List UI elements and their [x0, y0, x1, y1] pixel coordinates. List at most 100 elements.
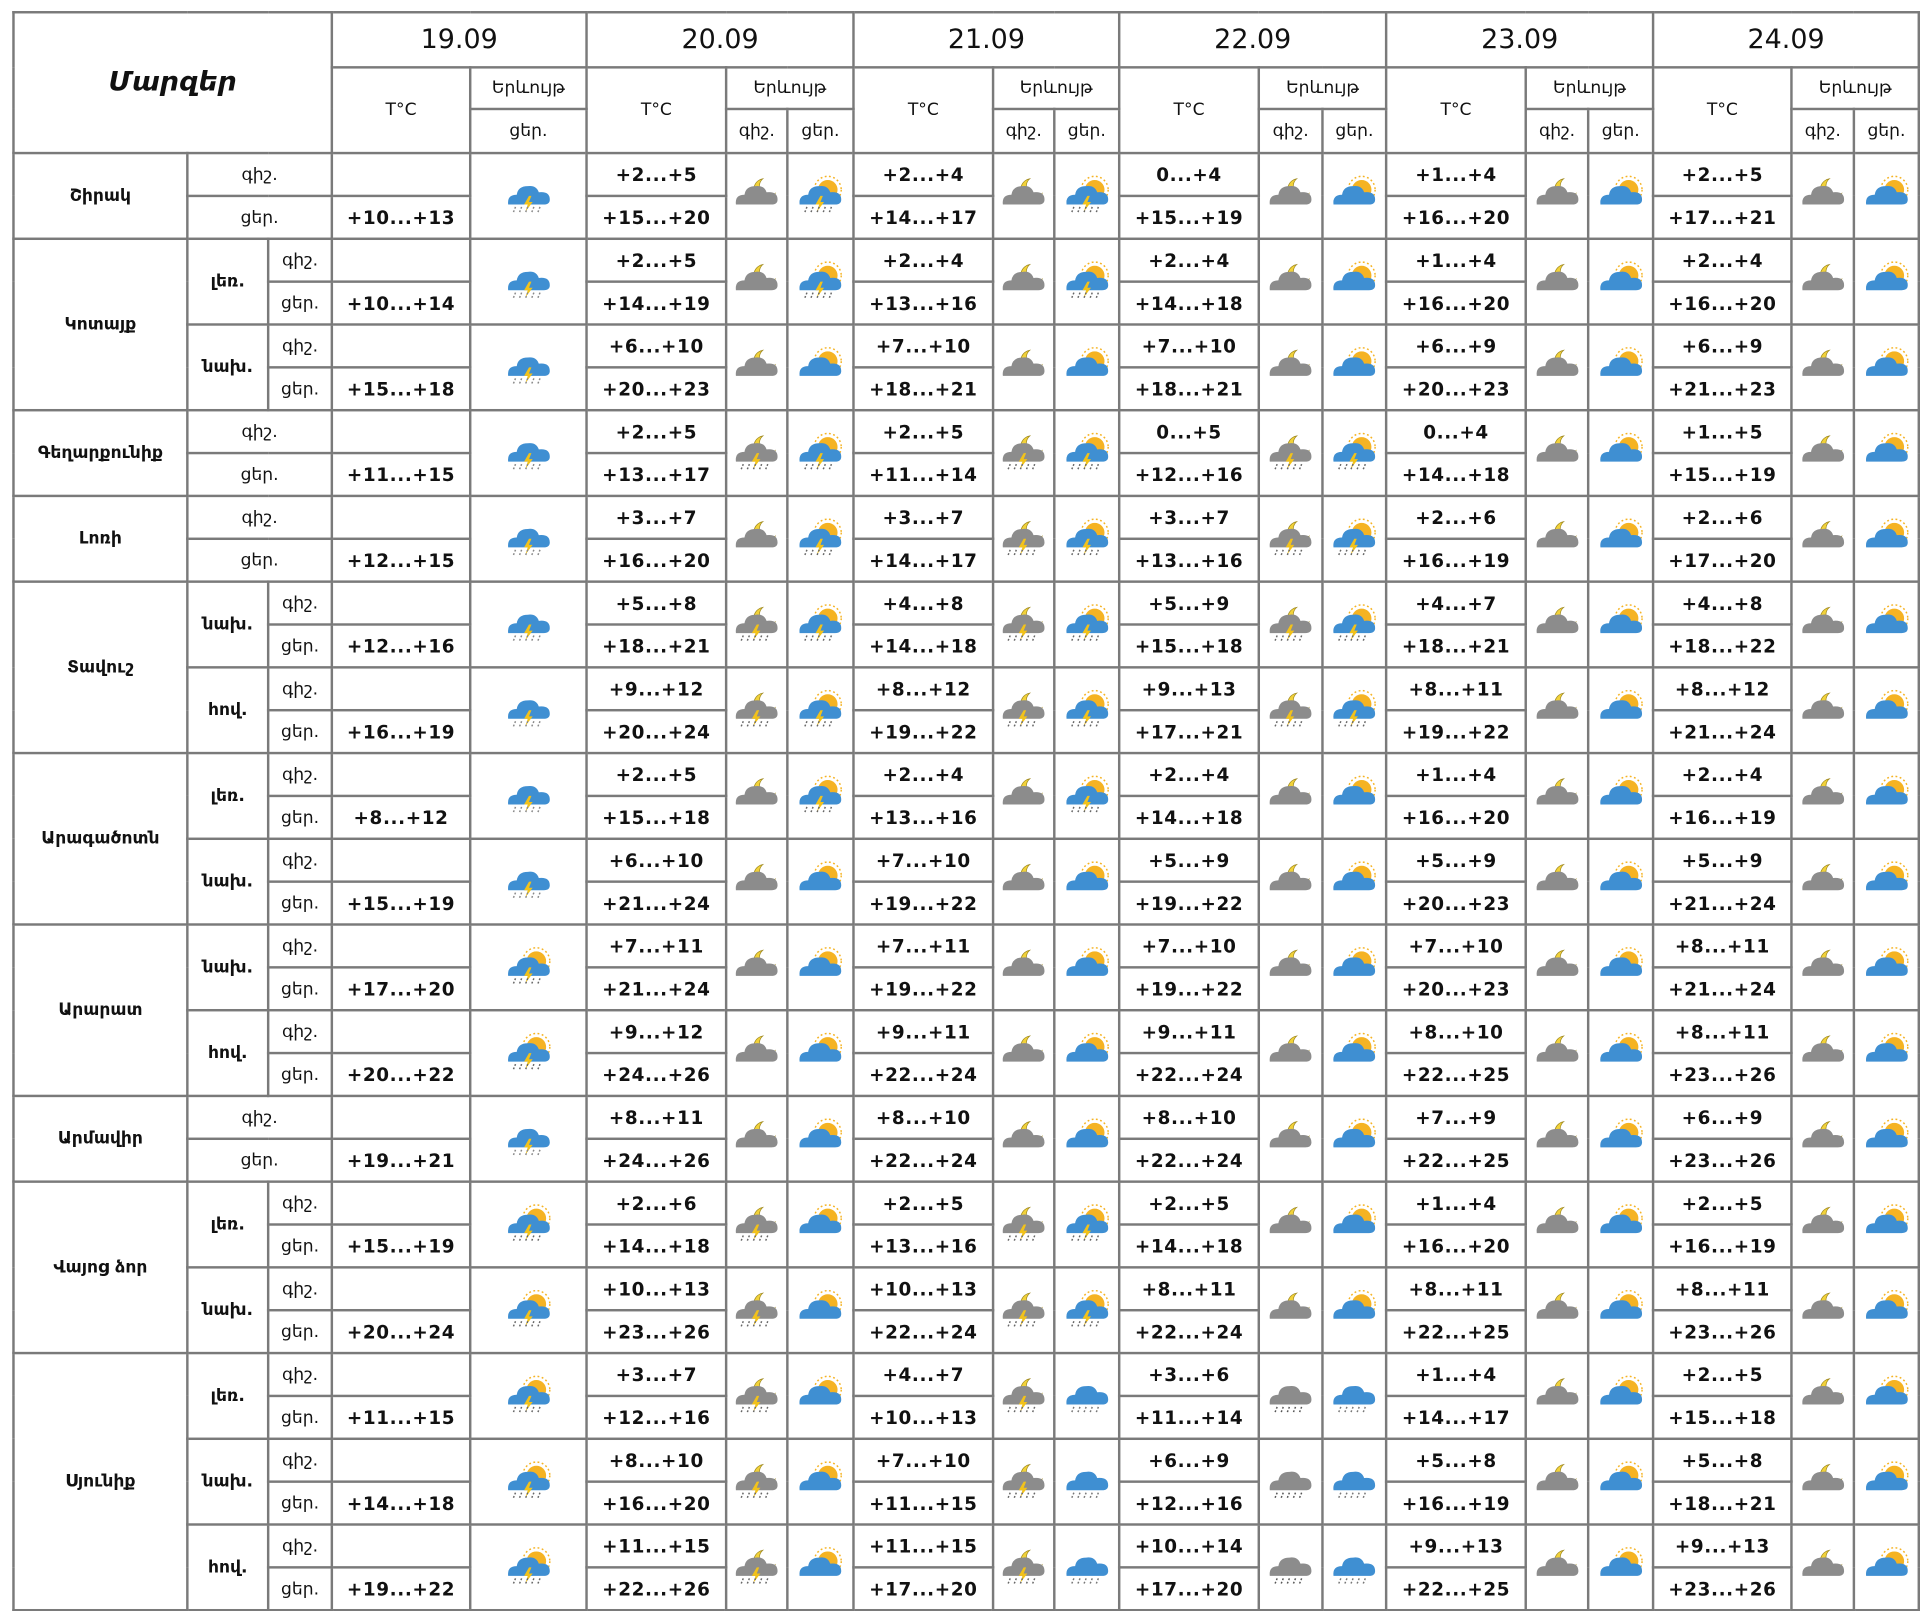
table-row: նախ. գիշ. +6...+10 +7...+10 +5...+9 +5...+9 +5… — [13, 837, 1920, 926]
weather-icon-cell — [1257, 1266, 1324, 1355]
day-temp: +16...+19 — [1385, 1480, 1528, 1526]
cloud-moon-rain-icon — [994, 1289, 1053, 1331]
table-row: ցեր. +11...+15 +13...+17 +11...+14 +12...+16… — [13, 451, 1918, 498]
weather-icon-cell — [1321, 837, 1388, 926]
weather-icon-cell — [724, 237, 789, 326]
cloud-sun-icon — [1855, 1204, 1917, 1246]
weather-icon-cell — [1587, 666, 1655, 755]
weather-icon-cell — [1257, 323, 1324, 412]
cloud-sun-icon — [1589, 1289, 1651, 1331]
weather-icon-cell — [1790, 1266, 1856, 1355]
cloud-moon-icon — [1527, 775, 1587, 817]
regions-heading: Մարզեր — [12, 11, 334, 155]
weather-icon-cell — [724, 837, 789, 926]
day-temp: +15...+20 — [585, 194, 728, 241]
weather-icon-cell — [1524, 1180, 1590, 1269]
cloud-moon-icon — [1793, 1461, 1853, 1503]
weather-icon-cell — [724, 1008, 789, 1098]
cloud-sun-icon — [1855, 604, 1917, 646]
day-label: ցեր. — [266, 1223, 334, 1269]
cloud-moon-rain-icon — [727, 432, 786, 474]
weather-icon-cell — [1524, 837, 1590, 926]
day-label: ցեր. — [186, 1137, 334, 1183]
night-temp: +2...+4 — [1118, 237, 1261, 283]
night-temp: +8...+11 — [1651, 1266, 1793, 1312]
weather-icon-cell — [1257, 751, 1324, 841]
day-temp: +12...+16 — [1118, 451, 1261, 498]
table-row: հով. գիշ. +9...+12 +9...+11 +9...+11 +8...+10… — [13, 1008, 1920, 1098]
cloud-sun-icon — [1855, 1375, 1917, 1417]
night-label: գիշ. — [266, 1266, 334, 1312]
weather-icon-cell — [1524, 237, 1590, 326]
cloud-sun-storm-icon — [1324, 604, 1385, 646]
zone-label: նախ. — [186, 1266, 270, 1355]
night-header: գիշ. — [1257, 107, 1324, 155]
cloud-sun-icon — [1589, 432, 1651, 474]
cloud-sun-icon — [1855, 1118, 1917, 1160]
cloud-sun-icon — [1324, 1032, 1385, 1074]
cloud-sun-icon — [1589, 1547, 1651, 1589]
cloud-moon-rain-icon — [994, 432, 1053, 474]
cloud-moon-icon — [1793, 1032, 1853, 1074]
cloud-moon-icon — [1793, 604, 1853, 646]
weather-icon-cell — [1053, 1437, 1121, 1526]
cloud-moon-icon — [1527, 861, 1587, 903]
weather-icon-cell — [1321, 1523, 1388, 1611]
night-temp-empty — [330, 923, 472, 969]
cloud-moon-icon — [1527, 1461, 1587, 1503]
weather-icon-cell — [786, 323, 855, 412]
region-name: Լոռի — [12, 494, 189, 583]
day-temp: +15...+19 — [1118, 194, 1261, 241]
night-temp: +8...+10 — [585, 1437, 728, 1483]
night-temp: +2...+4 — [1651, 751, 1793, 798]
cloud-sun-icon — [789, 1375, 853, 1417]
storm-rain-cloud-icon — [471, 775, 585, 817]
region-name: Սյունիք — [12, 1351, 189, 1611]
day-temp: +20...+22 — [330, 1051, 472, 1098]
day-temp: +20...+23 — [1385, 966, 1528, 1012]
day-temp: +23...+26 — [585, 1308, 728, 1355]
night-temp-empty — [330, 666, 472, 712]
weather-icon-cell — [724, 1266, 789, 1355]
day-temp: +10...+14 — [330, 280, 472, 326]
weather-icon-cell — [786, 151, 855, 241]
day-label: ցեր. — [266, 1566, 334, 1611]
night-temp: +1...+4 — [1385, 151, 1528, 198]
cloud-moon-icon — [1260, 347, 1321, 389]
cloud-sun-icon — [789, 1204, 853, 1246]
zone-label: լեռ. — [186, 1351, 270, 1441]
night-temp: +2...+5 — [1651, 1180, 1793, 1226]
night-temp: +2...+5 — [585, 151, 728, 198]
cloud-sun-icon — [1324, 261, 1385, 303]
night-temp: +3...+7 — [1118, 494, 1261, 541]
day-temp: +21...+24 — [1651, 966, 1793, 1012]
cloud-moon-icon — [1793, 1375, 1853, 1417]
weather-icon-cell — [1790, 751, 1856, 841]
weather-icon-cell — [1053, 923, 1121, 1012]
night-temp: 0...+5 — [1118, 408, 1261, 455]
rain-cloud-icon — [1056, 1547, 1118, 1589]
day-label: ցեր. — [266, 1051, 334, 1098]
night-temp: +7...+10 — [852, 1437, 995, 1483]
table-row: Արարատ նախ. գիշ. +7...+11 +7...+11 +7...+10 +7… — [12, 923, 1920, 1098]
temp-header: T°C — [1118, 66, 1261, 155]
temp-header: T°C — [585, 66, 728, 155]
cloud-moon-rain-icon — [727, 1461, 786, 1503]
weather-icon-cell — [469, 923, 588, 1012]
night-temp: +2...+4 — [852, 237, 995, 283]
table-row: ցեր. +8...+12 +15...+18 +13...+16 +14...+18 +… — [13, 794, 1918, 841]
cloud-moon-icon — [1260, 175, 1321, 217]
cloud-moon-icon — [1793, 861, 1853, 903]
weather-icon-cell — [1852, 323, 1920, 412]
weather-icon-cell — [1587, 1523, 1655, 1611]
day-temp: +11...+15 — [330, 1394, 472, 1441]
weather-icon-cell — [1321, 580, 1388, 669]
cloud-sun-icon — [1589, 347, 1651, 389]
weather-icon-cell — [469, 580, 588, 669]
weather-icon-cell — [1852, 1437, 1920, 1526]
night-label: գիշ. — [266, 837, 334, 883]
day-temp: +23...+26 — [1651, 1051, 1793, 1098]
cloud-sun-icon — [789, 861, 853, 903]
day-label: ցեր. — [186, 194, 334, 241]
day-label: ցեր. — [186, 537, 334, 583]
